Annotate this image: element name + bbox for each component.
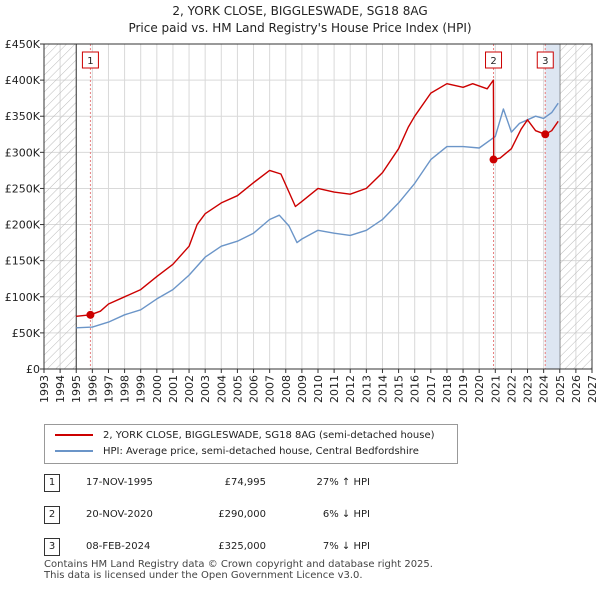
y-tick-label: £250K [5, 182, 41, 195]
x-tick-label: 2000 [151, 375, 164, 403]
x-tick-label: 1999 [135, 375, 148, 403]
ownership-shade [545, 44, 560, 369]
hatch-region-after [559, 44, 592, 369]
x-tick-label: 2018 [441, 375, 454, 403]
legend-item-property: 2, YORK CLOSE, BIGGLESWADE, SG18 8AG (se… [55, 428, 435, 444]
x-tick-label: 2023 [522, 375, 535, 403]
legend-swatch-hpi [55, 450, 93, 452]
sale-number: 2 [44, 506, 60, 524]
x-tick-label: 1995 [70, 375, 83, 403]
sale-point [489, 155, 498, 164]
x-tick-label: 1993 [38, 375, 51, 403]
x-tick-label: 2006 [248, 375, 261, 403]
x-tick-label: 2020 [473, 375, 486, 403]
hatch-region-before [44, 44, 77, 369]
sale-price: £325,000 [218, 541, 266, 552]
sale-row: 1 17-NOV-1995 £74,995 27% ↑ HPI [0, 474, 600, 494]
x-tick-label: 2005 [231, 375, 244, 403]
x-tick-label: 2007 [264, 375, 277, 403]
x-tick-label: 2010 [312, 375, 325, 403]
sale-hpi-diff: 27% ↑ HPI [316, 477, 370, 488]
x-tick-label: 2011 [328, 375, 341, 403]
legend-label-property: 2, YORK CLOSE, BIGGLESWADE, SG18 8AG (se… [103, 430, 435, 441]
legend-swatch-property [55, 434, 93, 436]
sale-number: 1 [44, 474, 60, 492]
y-tick-label: £400K [5, 74, 41, 87]
x-tick-label: 2002 [183, 375, 196, 403]
x-tick-label: 1996 [86, 375, 99, 403]
x-tick-label: 2014 [376, 375, 389, 403]
footer-licence: This data is licensed under the Open Gov… [44, 570, 363, 581]
sale-number-label: 2 [490, 56, 496, 67]
x-tick-label: 2021 [489, 375, 502, 403]
sale-row: 3 08-FEB-2024 £325,000 7% ↓ HPI [0, 538, 600, 558]
sale-date: 20-NOV-2020 [86, 509, 153, 520]
sale-row: 2 20-NOV-2020 £290,000 6% ↓ HPI [0, 506, 600, 526]
x-tick-label: 2008 [280, 375, 293, 403]
sale-number-label: 1 [87, 56, 93, 67]
chart-subtitle: Price paid vs. HM Land Registry's House … [128, 21, 472, 35]
x-tick-label: 2004 [215, 375, 228, 403]
sale-number-box [536, 51, 554, 69]
sale-point [86, 310, 95, 319]
legend-item-hpi: HPI: Average price, semi-detached house,… [55, 444, 419, 460]
x-tick-label: 2027 [586, 375, 599, 403]
x-tick-label: 2009 [296, 375, 309, 403]
x-tick-label: 2024 [538, 375, 551, 403]
y-tick-label: £50K [12, 327, 41, 340]
legend-label-hpi: HPI: Average price, semi-detached house,… [103, 446, 419, 457]
sale-hpi-diff: 7% ↓ HPI [322, 541, 370, 552]
sale-number: 3 [44, 538, 60, 556]
price-chart: 1 2 3 £0 £50K £100K £150K £200K £250K £300K £350K… [5, 38, 599, 403]
x-tick-label: 2015 [393, 375, 406, 403]
x-tick-label: 2012 [344, 375, 357, 403]
y-tick-label: £300K [5, 146, 41, 159]
footer: Contains HM Land Registry data © Crown c… [44, 559, 433, 581]
sale-number-box [485, 51, 503, 69]
sale-hpi-diff: 6% ↓ HPI [322, 509, 370, 520]
sale-price: £290,000 [218, 509, 266, 520]
x-tick-label: 2017 [425, 375, 438, 403]
x-tick-label: 2026 [570, 375, 583, 403]
footer-copyright: Contains HM Land Registry data © Crown c… [44, 559, 433, 570]
sale-price: £74,995 [224, 477, 266, 488]
x-tick-label: 2013 [360, 375, 373, 403]
chart-title: 2, YORK CLOSE, BIGGLESWADE, SG18 8AG [172, 4, 428, 18]
sale-date: 08-FEB-2024 [86, 541, 151, 552]
x-tick-label: 2001 [167, 375, 180, 403]
legend: 2, YORK CLOSE, BIGGLESWADE, SG18 8AG (se… [44, 424, 458, 464]
property-price-line [76, 79, 559, 317]
x-tick-label: 1994 [54, 375, 67, 403]
y-tick-label: £150K [5, 255, 41, 268]
sale-number-label: 3 [542, 56, 548, 67]
x-tick-label: 1997 [102, 375, 115, 403]
y-tick-label: £0 [26, 363, 40, 376]
sale-point [541, 130, 550, 139]
hpi-line [76, 102, 559, 329]
y-tick-label: £350K [5, 110, 41, 123]
x-tick-label: 2016 [409, 375, 422, 403]
x-tick-label: 1998 [119, 375, 132, 403]
y-tick-label: £450K [5, 38, 41, 51]
x-tick-label: 2019 [457, 375, 470, 403]
x-tick-label: 2022 [505, 375, 518, 403]
y-tick-label: £200K [5, 219, 41, 232]
x-tick-label: 2003 [199, 375, 212, 403]
x-tick-label: 2025 [554, 375, 567, 403]
sale-date: 17-NOV-1995 [86, 477, 153, 488]
y-tick-label: £100K [5, 291, 41, 304]
sale-number-box [81, 51, 99, 69]
